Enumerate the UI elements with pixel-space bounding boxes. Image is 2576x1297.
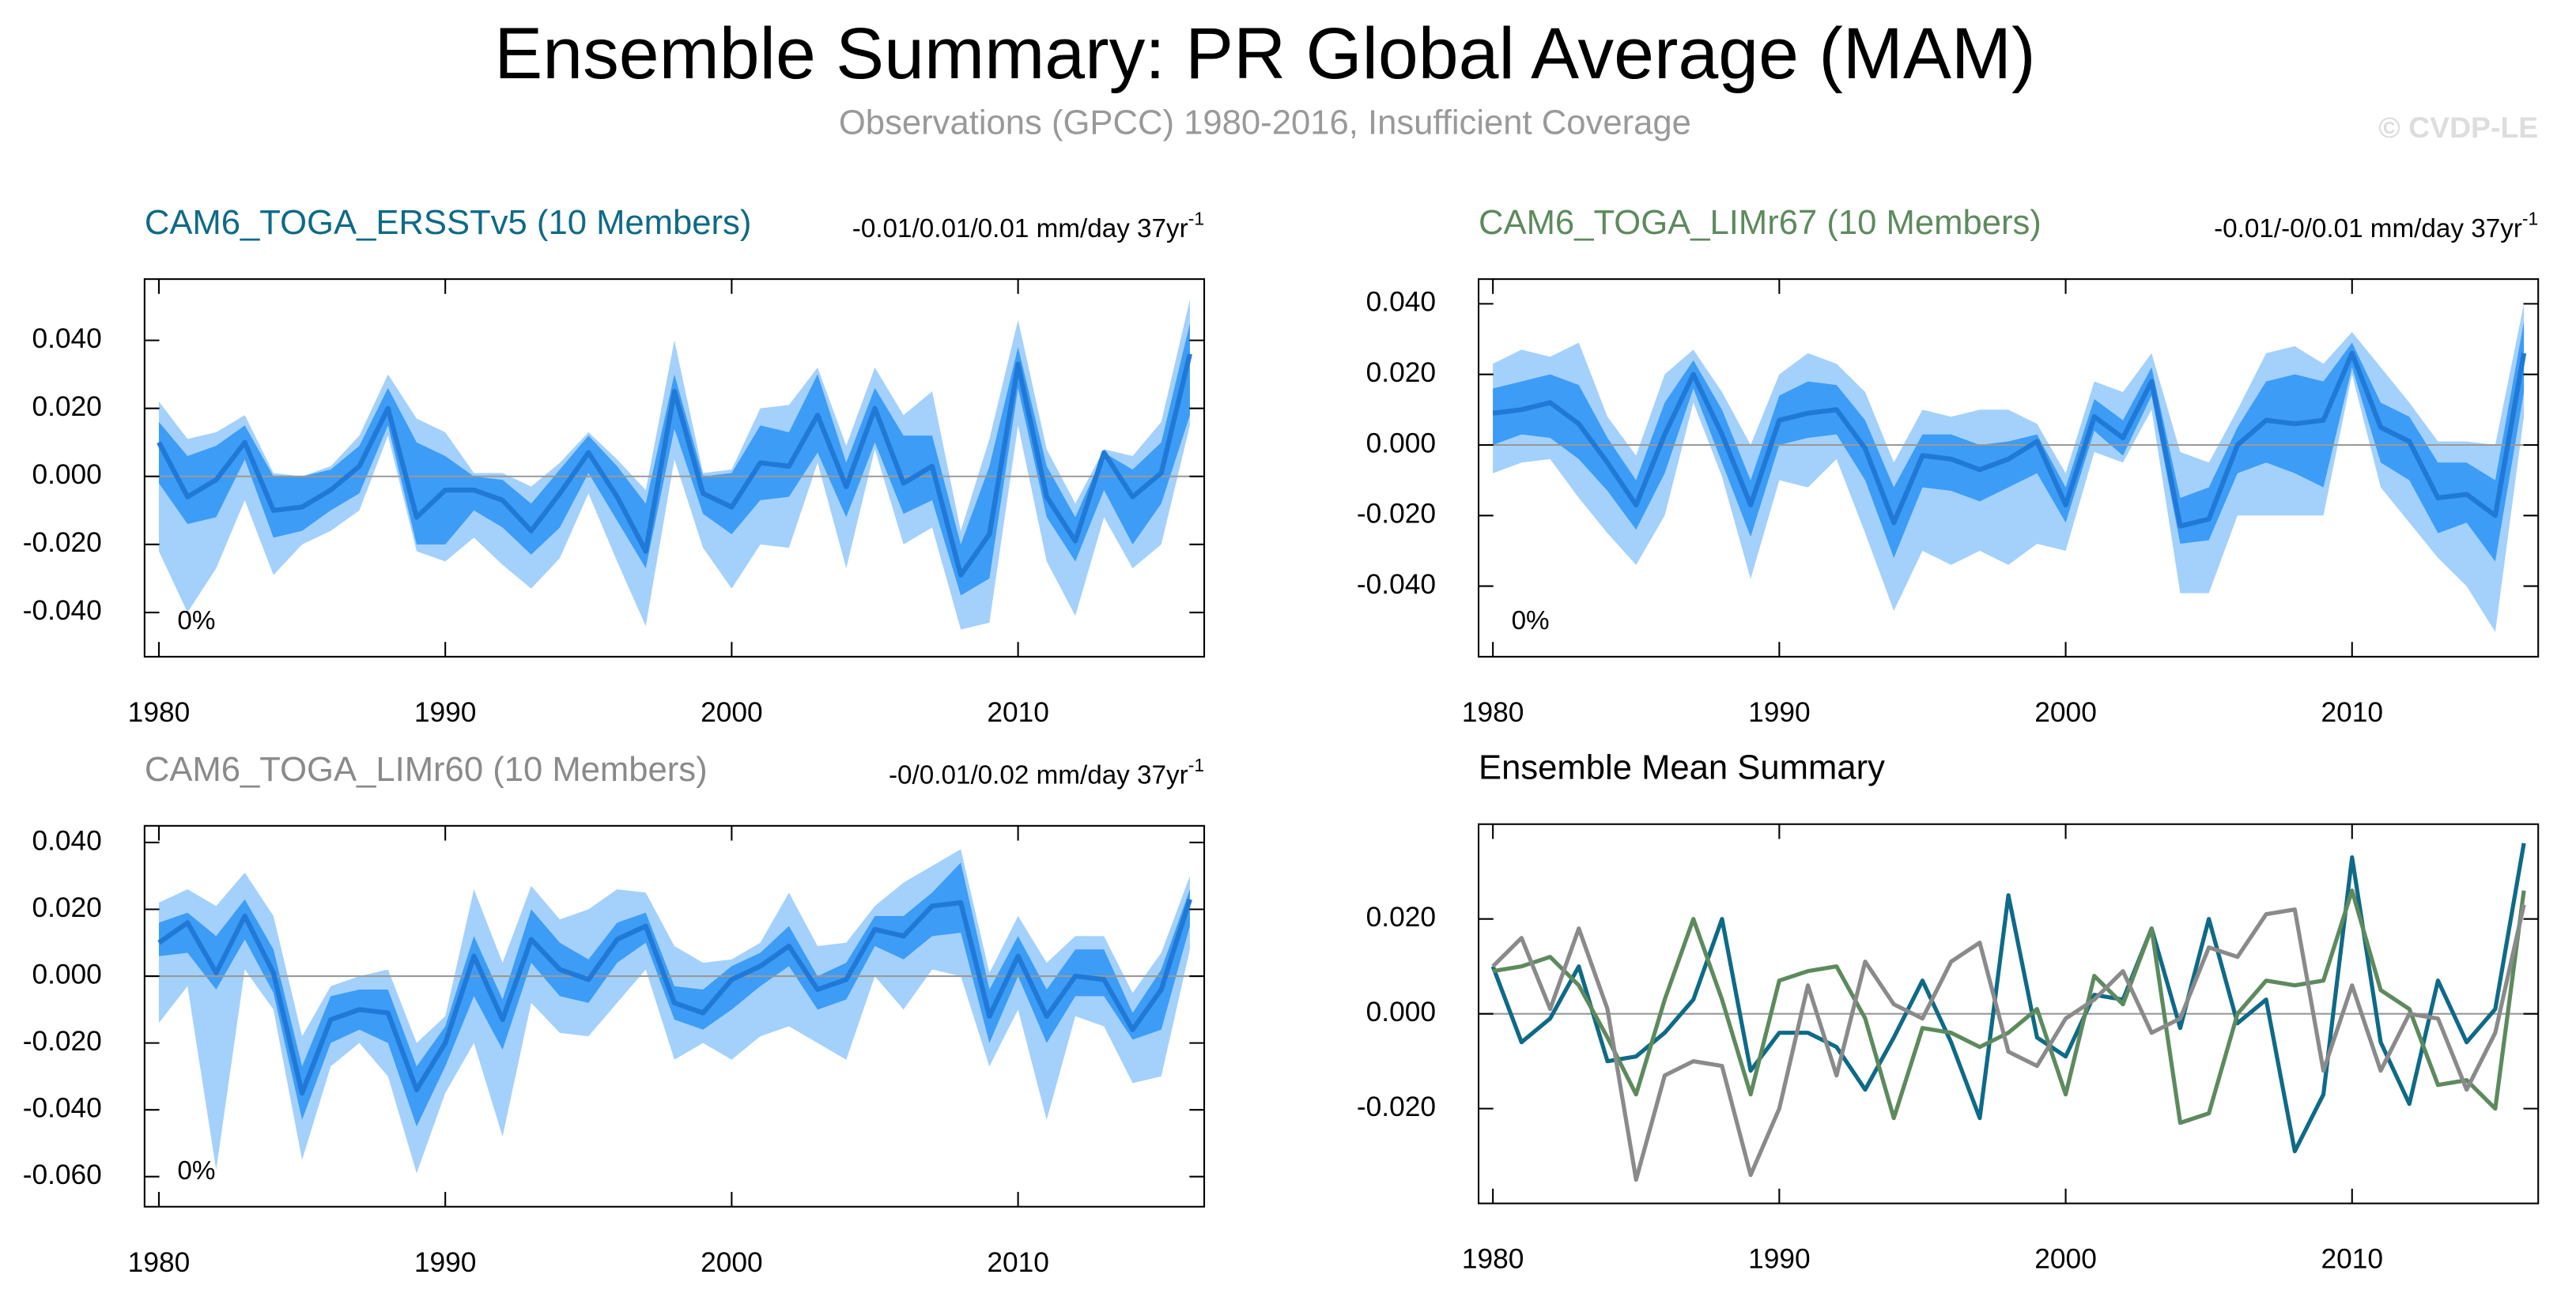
y-tick-label: 0.040 — [32, 323, 101, 354]
x-tick-label: 1990 — [1748, 1244, 1811, 1275]
y-tick-label: 0.040 — [32, 825, 101, 856]
x-tick-label: 2010 — [2321, 1244, 2384, 1275]
trend-text: -0/0.01/0.02 mm/day 37yr — [889, 760, 1188, 790]
y-tick-label: 0.000 — [1366, 997, 1436, 1027]
x-tick-label: 2000 — [701, 1247, 763, 1278]
y-tick-label: 0.000 — [32, 459, 101, 490]
mean-line — [157, 898, 1192, 1096]
x-tick-label: 1980 — [1462, 697, 1524, 728]
y-tick-label: 0.000 — [1366, 428, 1436, 458]
page-subtitle: Observations (GPCC) 1980-2016, Insuffici… — [839, 104, 1691, 141]
trend-exponent: -1 — [1188, 755, 1204, 775]
y-tick-label: 0.020 — [1366, 357, 1436, 388]
plot-frame — [1477, 278, 2540, 658]
y-tick-label: 0.020 — [32, 391, 101, 422]
inner-band — [158, 862, 1190, 1127]
y-tick-label: -0.040 — [23, 595, 102, 626]
plot-frame — [143, 824, 1206, 1208]
panel-title: Ensemble Mean Summary — [1479, 749, 1885, 787]
plot-frame — [143, 278, 1206, 658]
y-tick-label: 0.020 — [1366, 902, 1436, 933]
panel-title: CAM6_TOGA_ERSSTv5 (10 Members) — [145, 204, 752, 242]
y-tick-label: -0.020 — [23, 1026, 102, 1057]
y-tick-label: -0.020 — [23, 527, 102, 558]
copyright: © CVDP-LE — [2378, 111, 2538, 144]
trend-text: -0.01/0.01/0.01 mm/day 37yr — [852, 214, 1188, 243]
x-tick-label: 2010 — [987, 697, 1049, 728]
trend-exponent: -1 — [1188, 208, 1204, 228]
series-line — [1490, 843, 2526, 1154]
panel-title: CAM6_TOGA_LIMr60 (10 Members) — [145, 751, 708, 789]
x-tick-label: 1980 — [1462, 1244, 1524, 1275]
coverage-annotation: 0% — [177, 1156, 215, 1186]
x-tick-label: 1990 — [414, 1247, 477, 1278]
y-tick-label: 0.020 — [32, 892, 101, 923]
page-title: Ensemble Summary: PR Global Average (MAM… — [494, 13, 2035, 94]
x-tick-label: 2010 — [2321, 697, 2384, 728]
outer-band — [158, 299, 1190, 630]
x-tick-label: 2000 — [701, 697, 763, 728]
trend-exponent: -1 — [2522, 208, 2538, 228]
mean-line — [1492, 350, 2527, 529]
x-tick-label: 1980 — [128, 697, 191, 728]
x-tick-label: 2000 — [2034, 697, 2097, 728]
trend-text: -0.01/-0/0.01 mm/day 37yr — [2214, 214, 2522, 243]
x-tick-label: 1990 — [414, 697, 477, 728]
y-tick-label: -0.060 — [23, 1159, 102, 1190]
trend-label: -0/0.01/0.02 mm/day 37yr-1 — [889, 755, 1204, 790]
series-line — [1491, 904, 2526, 1182]
x-tick-label: 2000 — [2034, 1244, 2097, 1275]
y-tick-label: 0.000 — [32, 959, 101, 990]
y-tick-label: -0.040 — [1357, 569, 1436, 600]
x-tick-label: 1980 — [128, 1247, 191, 1278]
y-tick-label: -0.040 — [23, 1092, 102, 1123]
y-tick-label: 0.040 — [1366, 287, 1436, 318]
coverage-annotation: 0% — [177, 606, 215, 635]
coverage-annotation: 0% — [1512, 606, 1550, 635]
trend-label: -0.01/0.01/0.01 mm/day 37yr-1 — [852, 208, 1204, 243]
inner-band — [158, 323, 1190, 596]
mean-line — [157, 353, 1192, 578]
x-tick-label: 2010 — [987, 1247, 1049, 1278]
y-tick-label: -0.020 — [1357, 499, 1436, 530]
y-tick-label: -0.020 — [1357, 1092, 1436, 1122]
x-tick-label: 1990 — [1748, 697, 1811, 728]
series-line — [1492, 888, 2526, 1125]
panel-title: CAM6_TOGA_LIMr67 (10 Members) — [1479, 204, 2042, 242]
trend-label: -0.01/-0/0.01 mm/day 37yr-1 — [2214, 208, 2538, 243]
